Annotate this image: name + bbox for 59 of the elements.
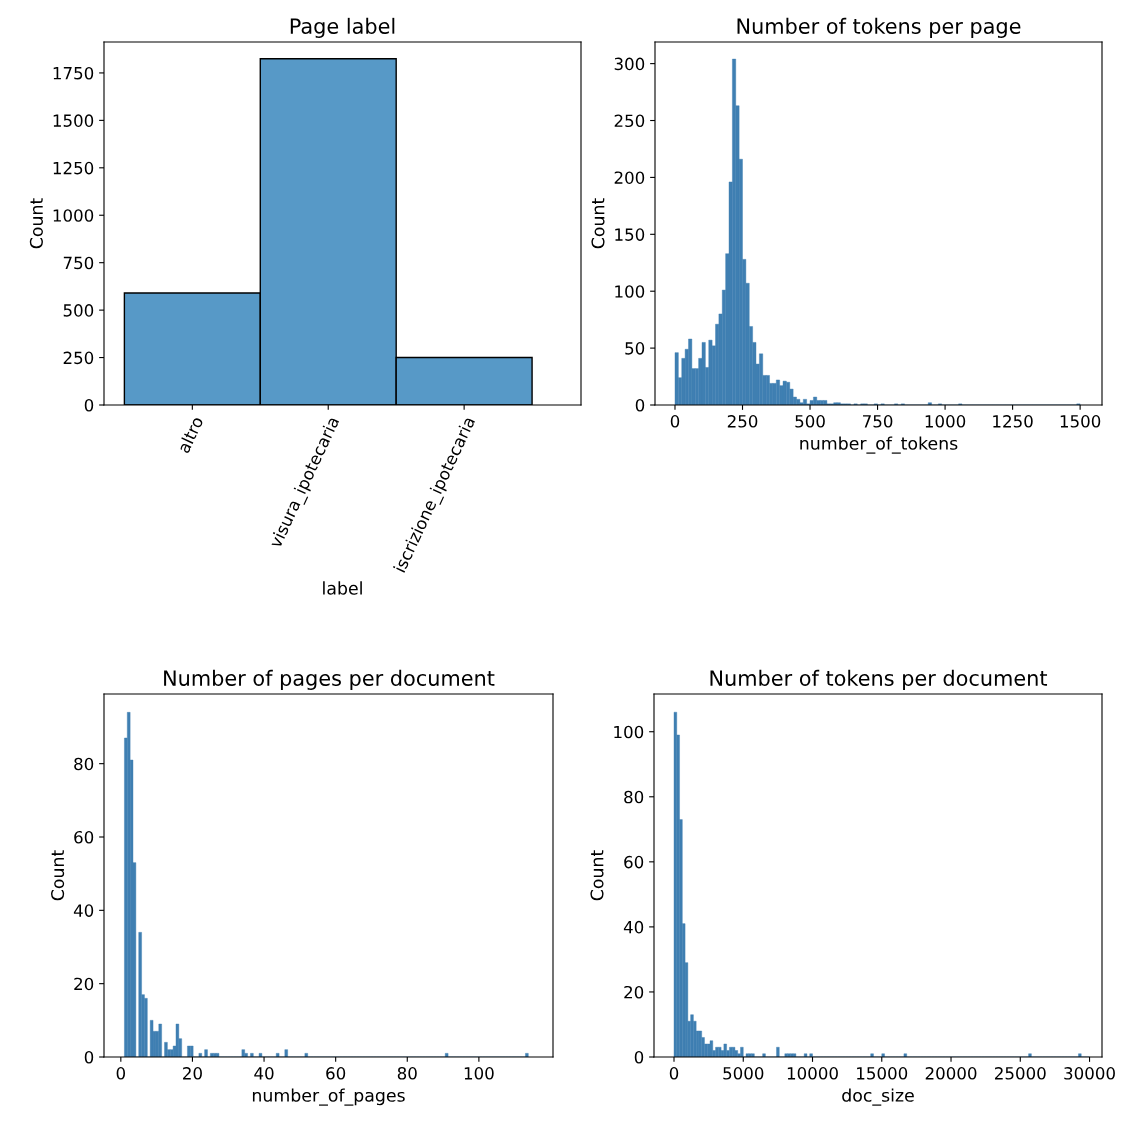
y-axis-title: Count: [590, 850, 604, 901]
y-tick-label: 40: [623, 920, 644, 934]
y-tick-label: 1500: [53, 114, 94, 127]
x-tick-label: 15000: [857, 1067, 908, 1080]
x-tick-label: 500: [795, 415, 825, 428]
x-tick-label: 10000: [787, 1067, 838, 1080]
x-tick-label: 0: [116, 1067, 126, 1080]
x-tick-label: 0: [669, 1067, 679, 1080]
x-tick-label: 60: [326, 1067, 346, 1080]
y-tick-label: 150: [615, 228, 645, 241]
x-axis-title: number_of_tokens: [800, 436, 958, 454]
chart-title: Number of tokens per document: [710, 669, 1048, 690]
y-tick-label: 100: [615, 285, 645, 298]
x-tick-label: 250: [727, 415, 758, 428]
y-tick-label: 250: [614, 114, 645, 128]
x-tick-label: 80: [397, 1067, 417, 1080]
y-tick-label: 750: [63, 256, 94, 270]
y-tick-label: 80: [74, 757, 94, 771]
y-tick-label: 20: [624, 985, 644, 999]
x-tick-label: 100: [464, 1067, 494, 1080]
x-axis-title: number_of_pages: [252, 1088, 405, 1106]
y-axis-title: Count: [51, 850, 65, 901]
x-tick-label: 20000: [925, 1067, 977, 1080]
y-tick-label: 0: [84, 398, 94, 412]
y-tick-label: 1750: [53, 66, 94, 80]
y-tick-label: 40: [73, 904, 94, 917]
x-tick-label: 750: [863, 415, 893, 428]
y-tick-label: 50: [625, 342, 645, 355]
y-tick-label: 200: [614, 171, 645, 184]
y-tick-label: 100: [614, 725, 644, 739]
x-axis-title: doc_size: [842, 1088, 914, 1106]
x-tick-label: 25000: [994, 1067, 1046, 1080]
x-tick-label: 1500: [1060, 415, 1101, 428]
y-tick-label: 0: [635, 398, 645, 412]
y-tick-label: 0: [84, 1050, 94, 1064]
y-tick-label: 300: [614, 57, 645, 71]
x-tick-label: 1250: [993, 415, 1033, 428]
x-tick-label: 1000: [925, 415, 966, 428]
x-tick-label: 40: [254, 1067, 274, 1080]
y-tick-label: 20: [74, 977, 94, 991]
y-axis-title: Count: [29, 198, 43, 249]
x-tick-label: 20: [183, 1067, 202, 1080]
y-tick-label: 0: [634, 1050, 644, 1064]
y-tick-label: 60: [74, 830, 94, 844]
chart-title: Number of tokens per page: [737, 17, 1021, 38]
y-tick-label: 80: [624, 790, 644, 804]
y-tick-label: 500: [63, 304, 94, 317]
x-tick-label: 5000: [723, 1067, 764, 1080]
y-tick-label: 1000: [53, 209, 94, 222]
chart-title: Number of pages per document: [164, 669, 495, 690]
y-tick-label: 250: [63, 351, 94, 365]
y-tick-label: 1250: [53, 161, 94, 175]
y-axis-title: Count: [591, 198, 605, 249]
chart-title: Page label: [290, 17, 395, 38]
y-tick-label: 60: [624, 855, 644, 869]
x-tick-label: altro: [176, 415, 204, 454]
x-axis-title: label: [323, 581, 362, 595]
x-tick-label: 0: [670, 415, 680, 428]
x-tick-label: 30000: [1064, 1067, 1115, 1080]
